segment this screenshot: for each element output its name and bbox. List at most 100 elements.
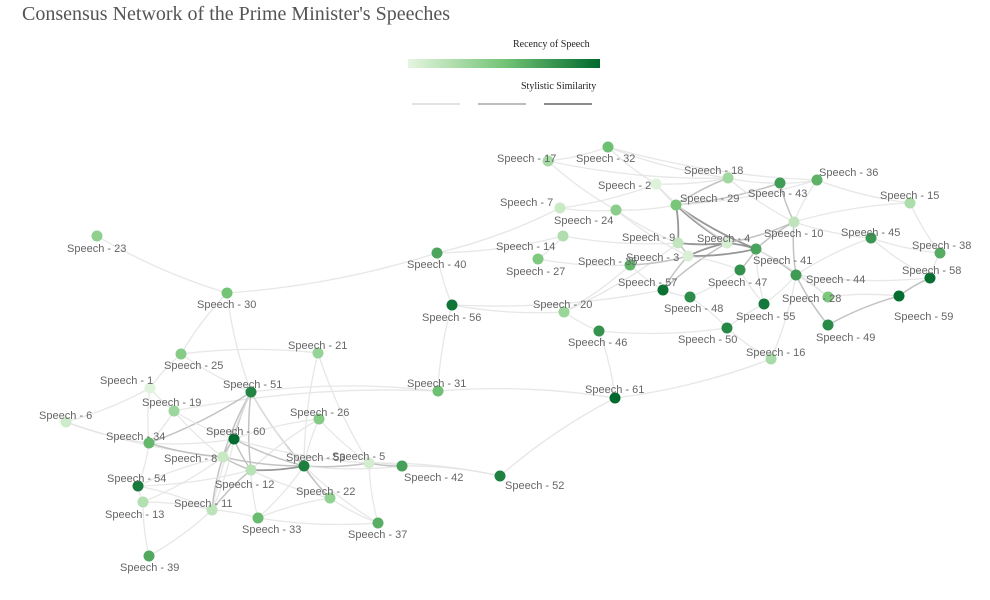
node-circle[interactable]: [252, 512, 264, 524]
node-speech-55[interactable]: Speech - 55: [736, 298, 795, 324]
node-speech-10[interactable]: Speech - 10: [764, 216, 823, 241]
node-speech-46[interactable]: Speech - 46: [568, 325, 627, 350]
node-circle[interactable]: [396, 460, 408, 472]
node-circle[interactable]: [313, 413, 325, 425]
node-speech-42[interactable]: Speech - 42: [396, 460, 464, 485]
node-speech-37[interactable]: Speech - 37: [348, 517, 407, 542]
node-speech-49[interactable]: Speech - 49: [816, 319, 875, 345]
node-circle[interactable]: [788, 216, 800, 228]
node-circle[interactable]: [312, 347, 324, 359]
node-circle[interactable]: [557, 230, 569, 242]
node-speech-24[interactable]: Speech - 24: [554, 204, 622, 228]
node-circle[interactable]: [175, 348, 187, 360]
node-speech-35[interactable]: Speech - 35: [578, 256, 637, 271]
node-speech-29[interactable]: Speech - 29: [670, 193, 740, 211]
node-speech-48[interactable]: Speech - 48: [664, 291, 723, 316]
node-speech-51[interactable]: Speech - 51: [223, 379, 282, 398]
node-speech-6[interactable]: Speech - 6: [39, 410, 92, 428]
node-speech-16[interactable]: Speech - 16: [746, 347, 805, 365]
node-speech-14[interactable]: Speech - 14: [496, 230, 569, 254]
node-circle[interactable]: [924, 272, 936, 284]
node-speech-4[interactable]: Speech - 4: [697, 233, 750, 249]
node-speech-2[interactable]: Speech - 2: [598, 178, 662, 193]
node-circle[interactable]: [682, 250, 694, 262]
node-speech-27[interactable]: Speech - 27: [506, 253, 565, 279]
node-speech-8[interactable]: Speech - 8: [164, 451, 229, 466]
node-circle[interactable]: [722, 172, 734, 184]
node-circle[interactable]: [324, 492, 336, 504]
node-speech-60[interactable]: Speech - 60: [206, 426, 265, 445]
node-circle[interactable]: [137, 496, 149, 508]
node-circle[interactable]: [865, 232, 877, 244]
node-circle[interactable]: [650, 178, 662, 190]
node-circle[interactable]: [811, 174, 823, 186]
node-speech-19[interactable]: Speech - 19: [142, 397, 201, 417]
node-speech-31[interactable]: Speech - 31: [407, 378, 466, 397]
node-speech-5[interactable]: Speech - 5: [332, 451, 385, 469]
node-speech-17[interactable]: Speech - 17: [497, 153, 556, 167]
node-circle[interactable]: [670, 199, 682, 211]
node-circle[interactable]: [372, 517, 384, 529]
node-speech-28[interactable]: Speech - 28: [782, 291, 841, 306]
node-speech-20[interactable]: Speech - 20: [533, 299, 592, 318]
node-speech-36[interactable]: Speech - 36: [811, 167, 879, 186]
node-speech-41[interactable]: Speech - 41: [750, 243, 813, 268]
node-circle[interactable]: [143, 550, 155, 562]
node-speech-33[interactable]: Speech - 33: [242, 512, 301, 537]
node-speech-44[interactable]: Speech - 44: [790, 269, 866, 287]
node-speech-7[interactable]: Speech - 7: [500, 197, 566, 214]
node-circle[interactable]: [893, 290, 905, 302]
node-speech-52[interactable]: Speech - 52: [494, 470, 565, 493]
node-circle[interactable]: [221, 287, 233, 299]
node-circle[interactable]: [790, 269, 802, 281]
node-circle[interactable]: [143, 437, 155, 449]
node-speech-15[interactable]: Speech - 15: [880, 190, 939, 209]
node-circle[interactable]: [144, 382, 156, 394]
node-circle[interactable]: [431, 247, 443, 259]
node-circle[interactable]: [91, 230, 103, 242]
node-circle[interactable]: [245, 464, 257, 476]
node-circle[interactable]: [206, 504, 218, 516]
node-speech-40[interactable]: Speech - 40: [407, 247, 466, 272]
node-circle[interactable]: [168, 405, 180, 417]
node-circle[interactable]: [721, 237, 733, 249]
node-circle[interactable]: [363, 457, 375, 469]
node-circle[interactable]: [721, 322, 733, 334]
node-speech-50[interactable]: Speech - 50: [678, 322, 737, 347]
node-speech-23[interactable]: Speech - 23: [67, 230, 126, 256]
node-circle[interactable]: [542, 155, 554, 167]
node-circle[interactable]: [298, 460, 310, 472]
node-circle[interactable]: [217, 451, 229, 463]
node-speech-18[interactable]: Speech - 18: [684, 165, 743, 184]
node-speech-47[interactable]: Speech - 47: [708, 264, 767, 290]
node-circle[interactable]: [245, 386, 257, 398]
node-speech-32[interactable]: Speech - 32: [576, 141, 635, 166]
node-speech-22[interactable]: Speech - 22: [296, 486, 355, 504]
node-speech-43[interactable]: Speech - 43: [748, 177, 807, 201]
node-circle[interactable]: [610, 204, 622, 216]
node-circle[interactable]: [60, 416, 72, 428]
node-circle[interactable]: [532, 253, 544, 265]
node-circle[interactable]: [672, 237, 684, 249]
node-circle[interactable]: [593, 325, 605, 337]
node-circle[interactable]: [602, 141, 614, 153]
node-circle[interactable]: [494, 470, 506, 482]
node-circle[interactable]: [446, 299, 458, 311]
node-speech-38[interactable]: Speech - 38: [912, 240, 971, 259]
node-speech-25[interactable]: Speech - 25: [164, 348, 223, 373]
node-circle[interactable]: [684, 291, 696, 303]
node-circle[interactable]: [558, 306, 570, 318]
node-circle[interactable]: [228, 433, 240, 445]
node-circle[interactable]: [132, 480, 144, 492]
node-speech-30[interactable]: Speech - 30: [197, 287, 256, 312]
node-circle[interactable]: [609, 392, 621, 404]
node-speech-12[interactable]: Speech - 12: [215, 464, 274, 492]
node-circle[interactable]: [734, 264, 746, 276]
node-speech-11[interactable]: Speech - 11: [174, 498, 233, 516]
node-speech-34[interactable]: Speech - 34: [106, 431, 165, 449]
node-speech-13[interactable]: Speech - 13: [105, 496, 164, 522]
node-circle[interactable]: [822, 291, 834, 303]
node-circle[interactable]: [750, 243, 762, 255]
node-speech-1[interactable]: Speech - 1: [100, 375, 156, 394]
node-speech-59[interactable]: Speech - 59: [893, 290, 954, 324]
